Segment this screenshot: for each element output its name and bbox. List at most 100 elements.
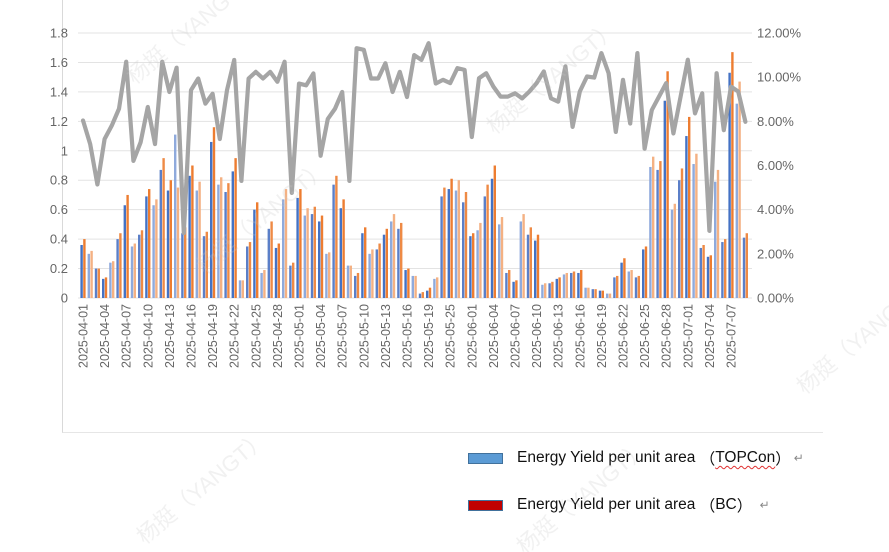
bar-topcon bbox=[267, 228, 270, 298]
bar-bc bbox=[616, 275, 619, 298]
x-tick-label: 2025-06-13 bbox=[552, 304, 566, 368]
bar-bc bbox=[587, 287, 590, 298]
bar-topcon bbox=[440, 196, 443, 298]
y-left-tick-label: 0.8 bbox=[50, 173, 68, 188]
bar-bc bbox=[414, 275, 417, 298]
bar-bc bbox=[464, 192, 468, 298]
bar-bc bbox=[198, 181, 201, 298]
bar-topcon bbox=[238, 280, 242, 298]
bar-topcon bbox=[433, 278, 436, 298]
bar-bc bbox=[155, 199, 158, 298]
bar-bc bbox=[364, 227, 367, 298]
bar-bc bbox=[601, 290, 604, 298]
bar-topcon bbox=[526, 234, 530, 298]
bar-topcon bbox=[742, 237, 746, 298]
bar-bc bbox=[608, 293, 612, 298]
bar-bc bbox=[148, 189, 151, 298]
y-left-tick-label: 0.2 bbox=[50, 261, 68, 276]
bar-topcon bbox=[512, 281, 515, 298]
bar-topcon bbox=[728, 72, 731, 298]
bar-topcon bbox=[476, 230, 479, 298]
bar-bc bbox=[90, 250, 93, 298]
legend-swatch-bc bbox=[468, 499, 503, 511]
bar-topcon bbox=[123, 205, 126, 298]
bar-topcon bbox=[598, 290, 602, 298]
legend-key: TOPCon bbox=[715, 449, 776, 466]
bar-bc bbox=[270, 221, 273, 298]
x-tick-label: 2025-05-01 bbox=[293, 304, 307, 368]
bar-bc bbox=[421, 292, 424, 298]
bar-topcon bbox=[382, 234, 386, 298]
bar-topcon bbox=[634, 277, 638, 298]
bar-topcon bbox=[94, 268, 98, 298]
bar-bc bbox=[745, 233, 748, 298]
bar-topcon bbox=[282, 199, 285, 298]
bar-topcon bbox=[354, 275, 357, 298]
bar-bc bbox=[378, 243, 381, 298]
x-tick-label: 2025-07-07 bbox=[725, 304, 739, 368]
y-right-tick-label: 2.00% bbox=[757, 246, 794, 261]
x-tick-label: 2025-06-25 bbox=[638, 304, 652, 368]
legend-label: Energy Yield per unit area bbox=[517, 496, 696, 513]
watermark: 杨挺（YANGT） bbox=[131, 425, 273, 549]
x-tick-label: 2025-06-19 bbox=[595, 304, 609, 368]
bar-bc bbox=[716, 169, 720, 298]
x-tick-label: 2025-06-01 bbox=[465, 304, 479, 368]
x-tick-label: 2025-05-19 bbox=[422, 304, 436, 368]
bar-topcon bbox=[159, 169, 162, 298]
bar-topcon bbox=[577, 272, 580, 298]
y-left-tick-label: 1.2 bbox=[50, 114, 68, 129]
x-tick-label: 2025-06-10 bbox=[530, 304, 544, 368]
bar-bc bbox=[169, 180, 172, 298]
bar-bc bbox=[529, 227, 532, 298]
bar-topcon bbox=[498, 224, 501, 298]
combo-chart: 0 0.2 0.4 0.6 0.8 1 1.2 1.4 1.6 1.8 0.00% 2.00% 4.00… bbox=[50, 26, 802, 368]
bar-bc bbox=[565, 272, 568, 298]
x-tick-label: 2025-07-01 bbox=[681, 304, 695, 368]
bar-bc bbox=[536, 234, 540, 298]
bar-topcon bbox=[116, 239, 119, 298]
bar-bc bbox=[83, 239, 86, 298]
bar-bc bbox=[551, 281, 554, 298]
bar-bc bbox=[212, 127, 216, 298]
bar-topcon bbox=[368, 253, 371, 298]
x-tick-label: 2025-04-01 bbox=[77, 304, 91, 368]
bar-bc bbox=[133, 243, 136, 298]
bar-bc bbox=[284, 189, 288, 298]
y-left-tick-label: 0.4 bbox=[50, 232, 68, 247]
bar-topcon bbox=[87, 253, 90, 298]
bar-bc bbox=[119, 233, 122, 298]
x-tick-label: 2025-05-10 bbox=[357, 304, 371, 368]
bar-topcon bbox=[102, 278, 105, 298]
x-tick-label: 2025-06-04 bbox=[487, 304, 501, 368]
bar-bc bbox=[637, 275, 640, 298]
bar-bc bbox=[234, 158, 237, 298]
bar-bc bbox=[320, 215, 324, 298]
bar-bc bbox=[356, 272, 360, 298]
bar-topcon bbox=[231, 171, 234, 298]
bar-topcon bbox=[534, 240, 537, 298]
bar-topcon bbox=[613, 277, 616, 298]
bar-topcon bbox=[318, 221, 321, 298]
bar-topcon bbox=[246, 246, 249, 298]
bar-topcon bbox=[454, 190, 458, 298]
line-series bbox=[80, 41, 748, 236]
bar-bc bbox=[738, 81, 741, 298]
bar-bc bbox=[162, 158, 165, 298]
bar-bc bbox=[227, 183, 230, 298]
bar-bc bbox=[479, 222, 482, 298]
bar-topcon bbox=[152, 205, 155, 298]
bar-topcon bbox=[332, 184, 335, 298]
bar-bc bbox=[572, 271, 576, 298]
bar-bc bbox=[371, 249, 374, 298]
bar-topcon bbox=[519, 221, 522, 298]
bar-bc bbox=[407, 268, 410, 298]
bar-bc bbox=[580, 270, 583, 298]
x-tick-label: 2025-04-16 bbox=[185, 304, 199, 368]
bar-topcon bbox=[692, 164, 695, 298]
bar-topcon bbox=[670, 209, 674, 298]
bar-bc bbox=[292, 262, 295, 298]
legend-paren: （ bbox=[699, 451, 716, 468]
bar-bc bbox=[450, 178, 453, 298]
x-tick-label: 2025-04-22 bbox=[228, 304, 242, 368]
